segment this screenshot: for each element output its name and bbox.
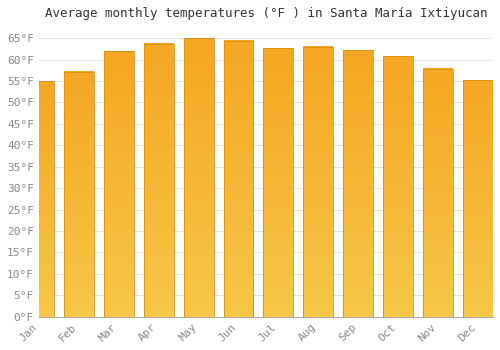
Bar <box>423 69 453 317</box>
Title: Average monthly temperatures (°F ) in Santa María Ixtiyucan: Average monthly temperatures (°F ) in Sa… <box>44 7 487 20</box>
Bar <box>224 41 254 317</box>
Bar <box>344 50 374 317</box>
Bar <box>24 81 54 317</box>
Bar <box>304 47 334 317</box>
Bar <box>383 56 413 317</box>
Bar <box>64 72 94 317</box>
Bar <box>144 44 174 317</box>
Bar <box>184 38 214 317</box>
Bar <box>104 51 134 317</box>
Bar <box>264 48 294 317</box>
Bar <box>463 80 493 317</box>
